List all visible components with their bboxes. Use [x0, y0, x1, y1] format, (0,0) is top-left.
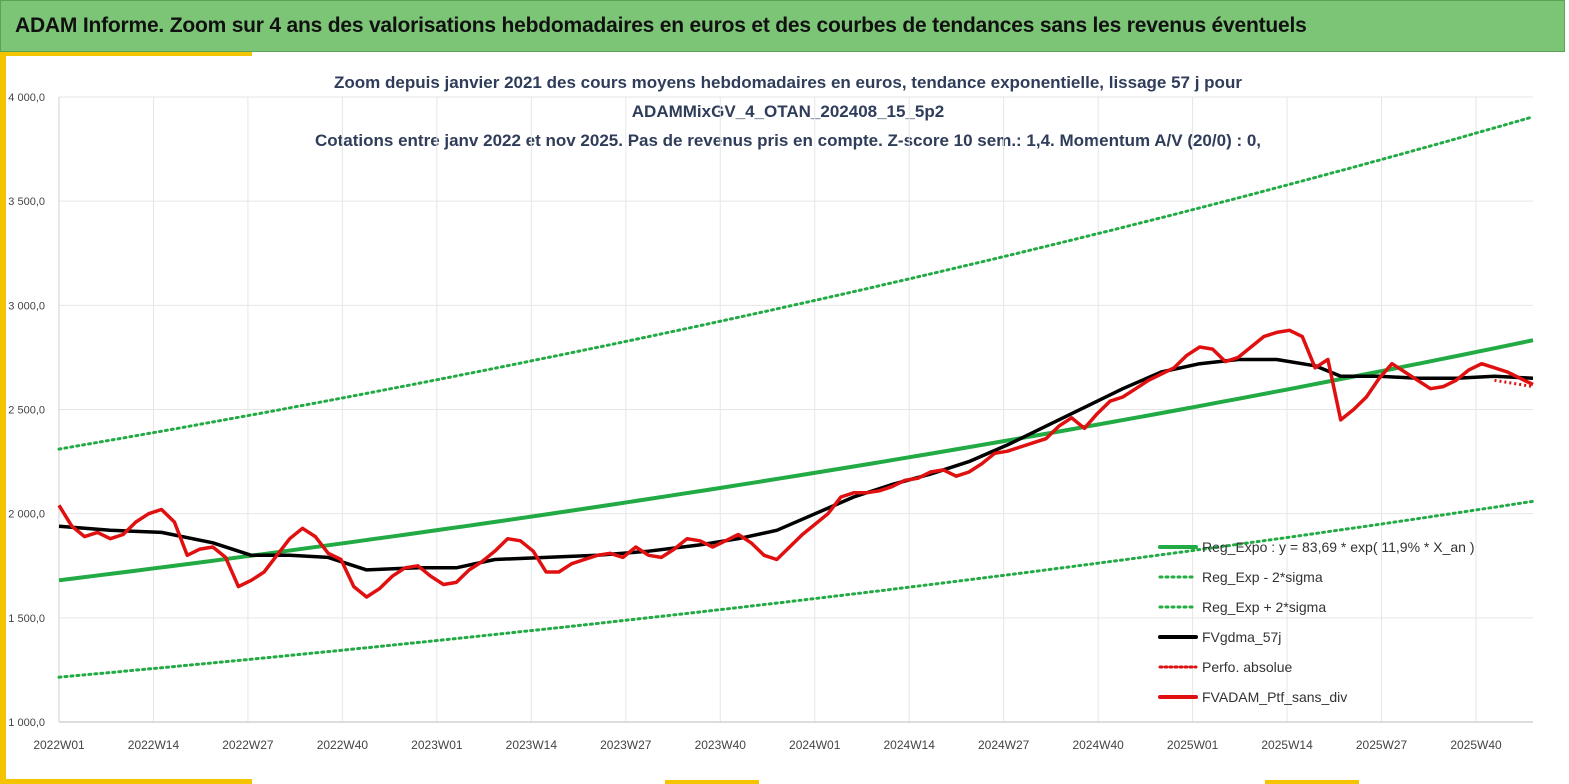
x-tick-label: 2022W14 [128, 738, 180, 752]
x-tick-label: 2022W01 [33, 738, 85, 752]
legend-label: Reg_Exp - 2*sigma [1202, 569, 1323, 585]
x-axis-ticks: 2022W01 2022W14 2022W27 2022W40 2023W01 2023W… [33, 738, 1502, 752]
series-fvadam-ptf [57, 328, 1534, 599]
accent-bar-top [6, 52, 252, 56]
chart-series [57, 115, 1535, 679]
chart-title-line-2: ADAMMixGV_4_OTAN_202408_15_5p2 [632, 102, 944, 121]
y-tick-label: 3 000,0 [8, 300, 45, 312]
x-tick-label: 2022W27 [222, 738, 274, 752]
x-tick-label: 2023W40 [695, 738, 747, 752]
x-tick-label: 2024W27 [978, 738, 1030, 752]
x-tick-label: 2024W40 [1072, 738, 1124, 752]
series-reg-plus-2sigma [57, 115, 1535, 451]
x-tick-label: 2023W27 [600, 738, 652, 752]
x-tick-label: 2025W01 [1167, 738, 1219, 752]
chart-title-line-3: Cotations entre janv 2022 et nov 2025. P… [315, 131, 1261, 150]
series-reg-minus-2sigma [57, 499, 1535, 679]
legend-label: Reg_Exp + 2*sigma [1202, 599, 1326, 615]
legend-item-reg_expo: Reg_Expo : y = 83,69 * exp( 11,9% * X_an… [1158, 539, 1475, 555]
chart-title: Zoom depuis janvier 2021 des cours moyen… [315, 73, 1261, 150]
y-axis-ticks: 1 000,0 1 500,0 2 000,0 2 500,0 3 000,0 3 500… [8, 92, 45, 729]
chart-grid [58, 96, 1533, 723]
accent-bar-left [0, 52, 6, 784]
legend-label: FVADAM_Ptf_sans_div [1202, 689, 1347, 705]
y-tick-label: 4 000,0 [8, 92, 45, 104]
legend-item-fvadam: FVADAM_Ptf_sans_div [1158, 689, 1347, 705]
y-tick-label: 2 000,0 [8, 509, 45, 521]
header-banner: ADAM Informe. Zoom sur 4 ans des valoris… [0, 0, 1565, 52]
x-tick-label: 2023W01 [411, 738, 463, 752]
x-tick-label: 2024W01 [789, 738, 841, 752]
legend-label: Perfo. absolue [1202, 659, 1292, 675]
legend-item-reg_minus: Reg_Exp - 2*sigma [1158, 569, 1323, 585]
legend-item-perfo: Perfo. absolue [1158, 659, 1292, 675]
accent-bar-bottom-right [1265, 780, 1359, 784]
accent-bar-bottom [0, 779, 252, 784]
y-tick-label: 1 500,0 [8, 613, 45, 625]
accent-bar-bottom-mid [665, 780, 759, 784]
legend-label: Reg_Expo : y = 83,69 * exp( 11,9% * X_an… [1202, 539, 1475, 555]
legend-item-reg_plus: Reg_Exp + 2*sigma [1158, 599, 1326, 615]
x-tick-label: 2025W14 [1261, 738, 1313, 752]
legend-label: FVgdma_57j [1202, 629, 1281, 645]
x-tick-label: 2025W27 [1356, 738, 1408, 752]
chart-title-line-1: Zoom depuis janvier 2021 des cours moyen… [334, 73, 1242, 92]
legend-item-fvgdma: FVgdma_57j [1158, 629, 1281, 645]
x-tick-label: 2022W40 [317, 738, 369, 752]
x-tick-label: 2023W14 [506, 738, 558, 752]
series-perfo-absolue [1494, 378, 1534, 389]
chart-legend: Reg_Expo : y = 83,69 * exp( 11,9% * X_an… [1158, 539, 1475, 705]
y-tick-label: 3 500,0 [8, 196, 45, 208]
x-tick-label: 2024W14 [884, 738, 936, 752]
series-reg-expo [58, 338, 1534, 583]
y-tick-label: 2 500,0 [8, 405, 45, 417]
header-title: ADAM Informe. Zoom sur 4 ans des valoris… [15, 14, 1307, 37]
x-tick-label: 2025W40 [1450, 738, 1502, 752]
y-tick-label: 1 000,0 [8, 717, 45, 729]
